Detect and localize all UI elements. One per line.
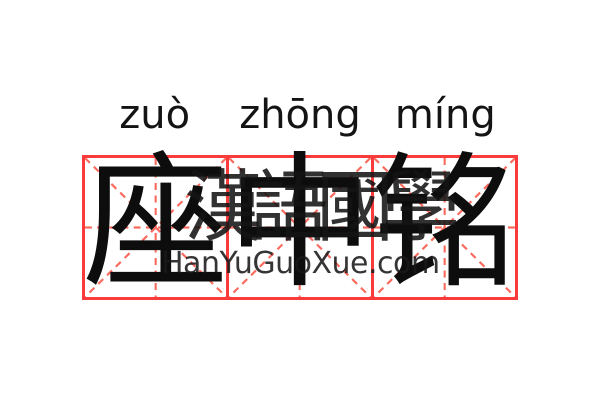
character-practice-grid: 座 中 铭 — [82, 150, 518, 300]
pinyin-syllable-3: míng — [394, 92, 496, 138]
hanzi-character-1: 座 — [82, 138, 229, 309]
pinyin-syllable-2: zhōng — [239, 92, 361, 138]
mizige-guides-icon — [85, 158, 227, 297]
pinyin-row: zuò zhōng míng — [82, 88, 518, 143]
pinyin-syllable-1: zuò — [119, 92, 191, 138]
hanzi-character-2: 中 — [226, 138, 373, 309]
grid-cell-2: 中 — [226, 150, 373, 297]
grid-cell-1: 座 — [83, 150, 229, 297]
grid-cell-3: 铭 — [370, 150, 517, 297]
mizige-guides-icon — [373, 158, 515, 297]
mizige-guides-icon — [229, 158, 371, 297]
hanzi-character-3: 铭 — [371, 138, 518, 309]
